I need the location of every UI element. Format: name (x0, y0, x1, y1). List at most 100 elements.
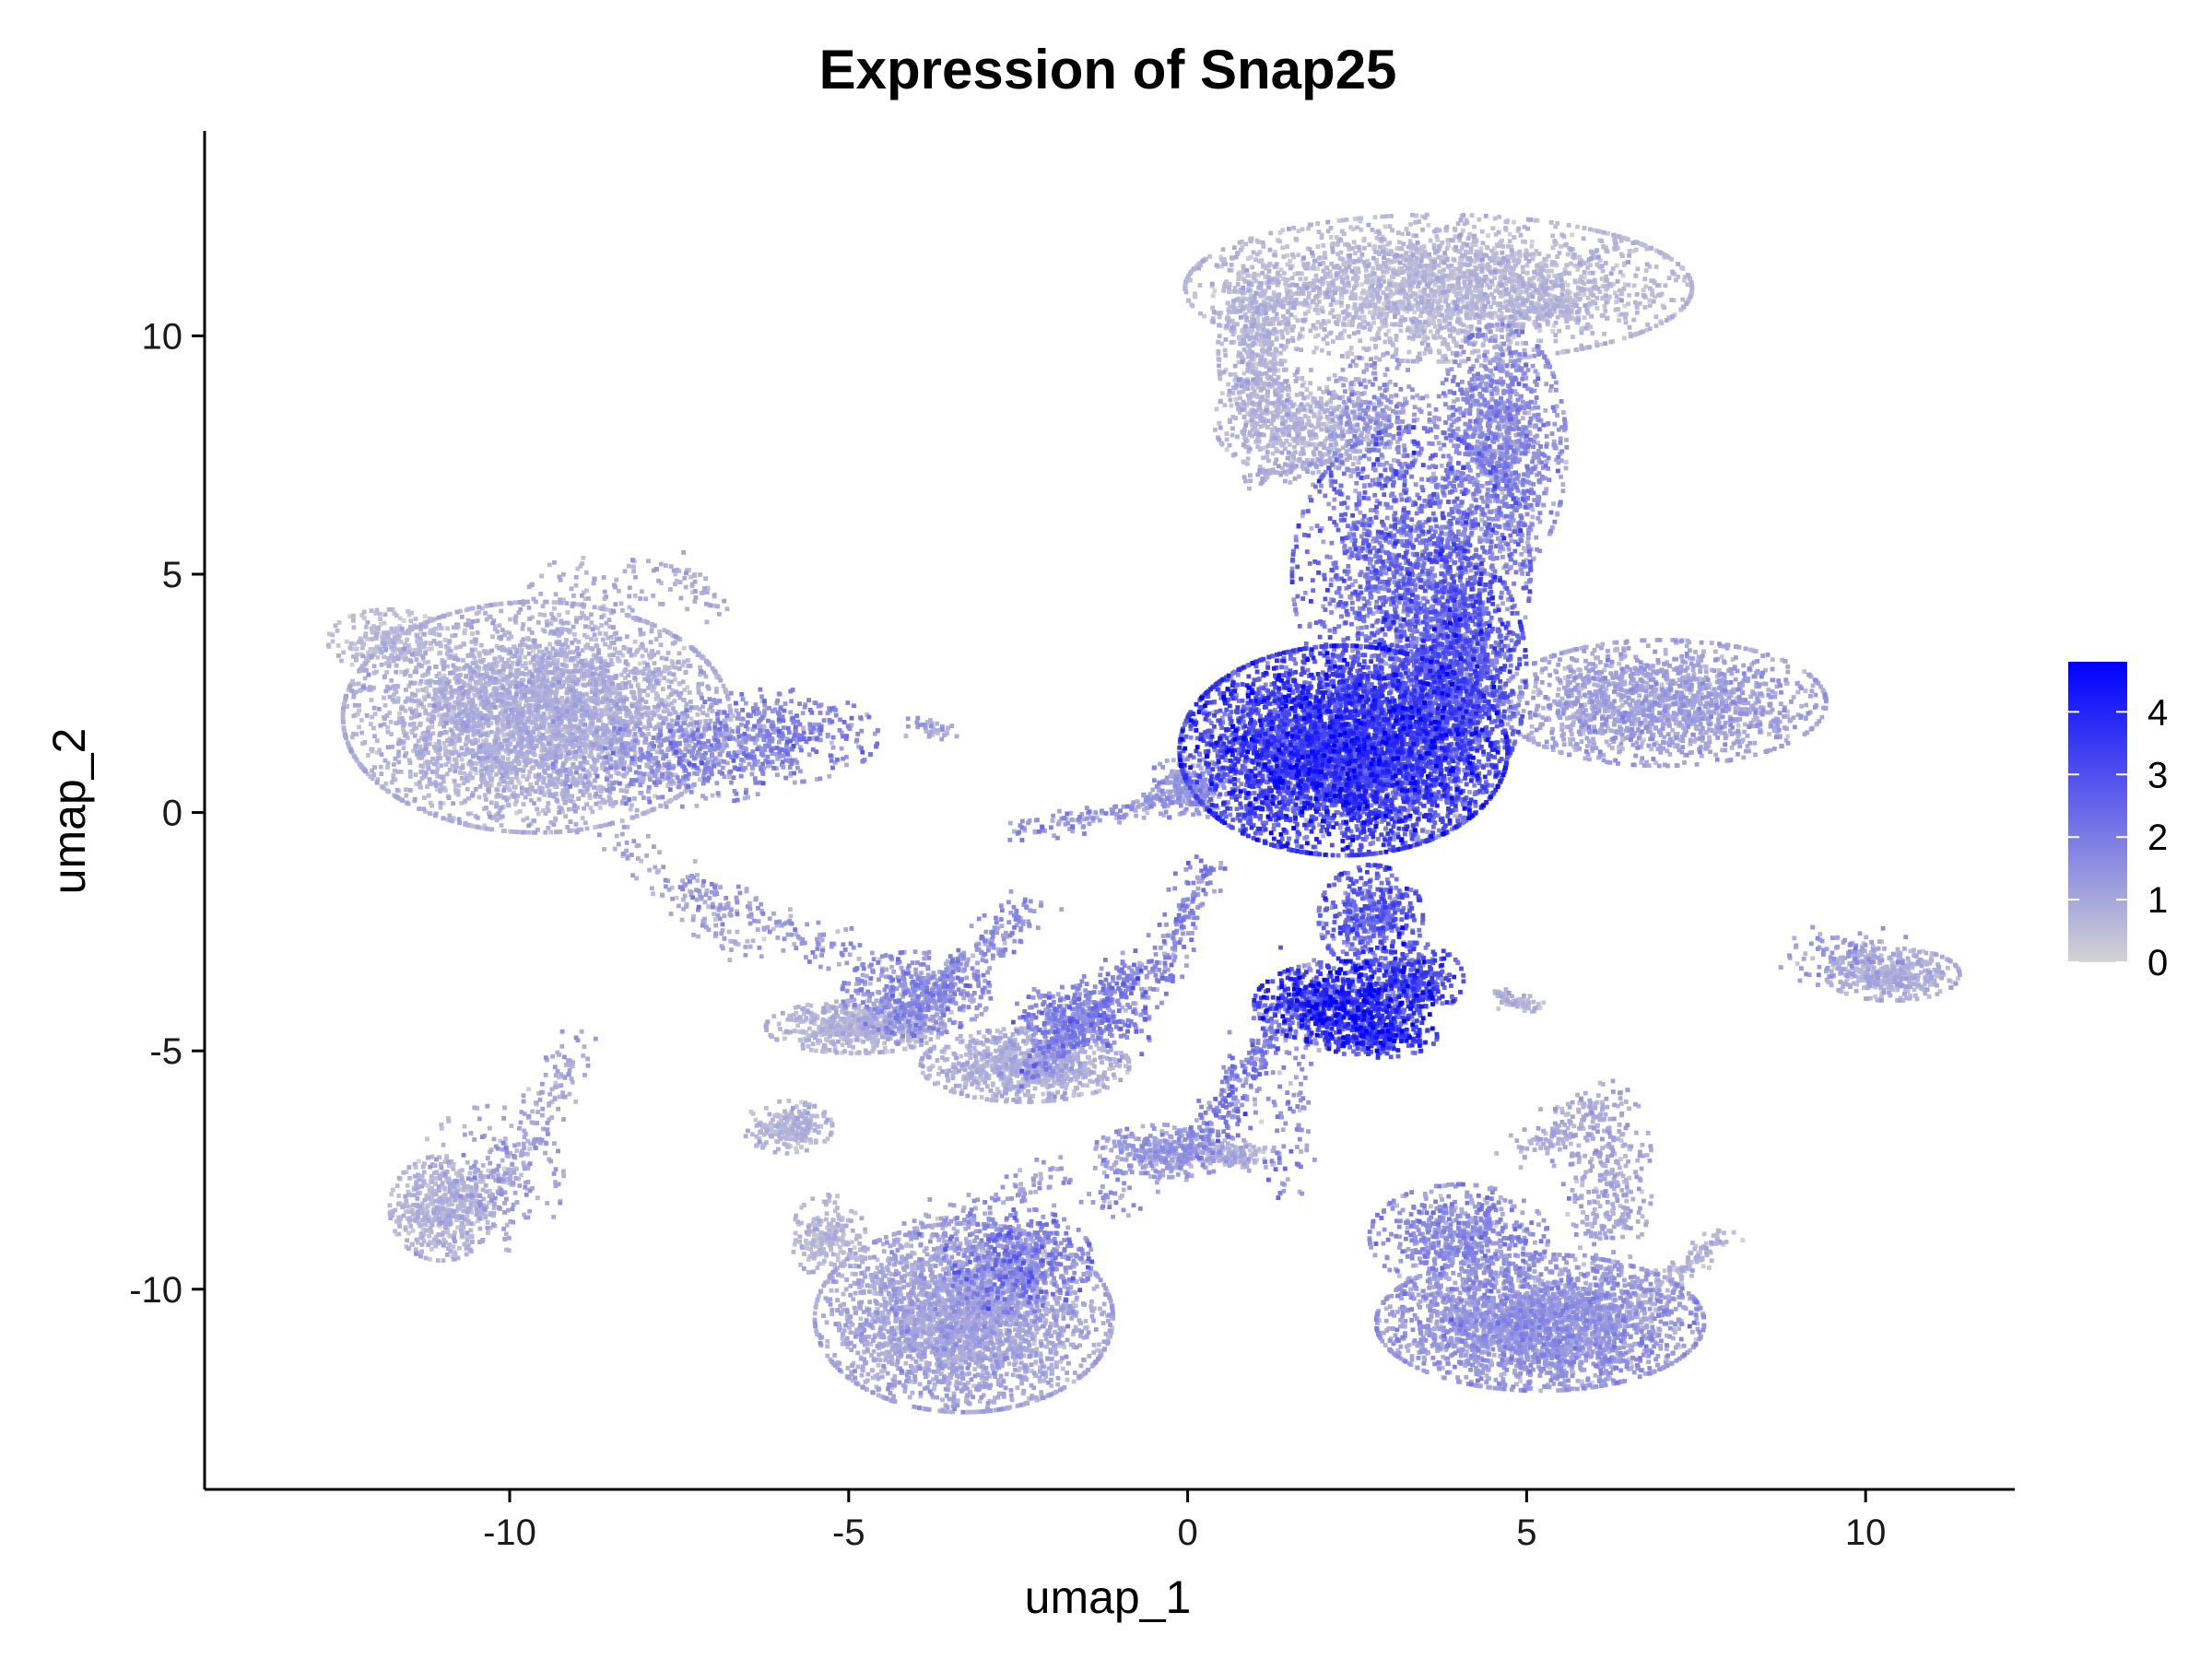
cell-point (975, 1077, 981, 1081)
cell-point (1703, 1241, 1709, 1246)
cell-point (429, 1217, 434, 1222)
cell-point (804, 1030, 808, 1035)
cell-point (1320, 305, 1324, 311)
cell-point (674, 895, 679, 900)
cell-point (595, 626, 601, 630)
cell-point (416, 703, 420, 708)
cell-point (645, 692, 651, 698)
cell-point (521, 718, 526, 724)
cell-point (1569, 300, 1574, 305)
cell-point (1515, 352, 1520, 358)
cell-point (567, 778, 572, 782)
cell-point (1606, 294, 1612, 300)
cell-point (607, 645, 612, 650)
cell-point (1323, 321, 1328, 326)
cell-point (444, 1153, 449, 1159)
cell-point (1470, 350, 1475, 355)
cell-point (1324, 385, 1329, 390)
cell-point (453, 653, 458, 658)
cell-point (799, 1145, 804, 1149)
cell-point (1541, 1000, 1547, 1006)
cell-point (1270, 410, 1275, 416)
cell-point (1291, 254, 1297, 260)
cell-point (850, 1255, 855, 1261)
cell-point (354, 646, 359, 652)
cell-point (456, 782, 462, 788)
cell-point (673, 571, 678, 577)
cell-point (1571, 335, 1575, 339)
cell-point (1423, 324, 1428, 330)
cell-point (1369, 289, 1374, 294)
cell-point (1409, 326, 1415, 332)
cell-point (852, 1010, 857, 1016)
cell-point (805, 1241, 809, 1247)
cell-point (398, 640, 404, 644)
cell-point (335, 643, 341, 648)
cell-point (1509, 254, 1514, 260)
cell-point (1398, 291, 1403, 296)
cell-point (404, 1170, 409, 1174)
cell-point (1270, 451, 1276, 456)
cell-point (382, 654, 386, 660)
cell-point (465, 1221, 470, 1226)
cell-point (1564, 294, 1570, 299)
cell-point (793, 1230, 798, 1236)
cell-point (1552, 273, 1557, 278)
cell-point (1414, 277, 1419, 283)
cell-point (941, 1250, 946, 1255)
cell-point (327, 631, 332, 637)
cell-point (1037, 1396, 1041, 1402)
cell-point (498, 1138, 503, 1144)
cell-point (1340, 394, 1346, 400)
cell-point (428, 1192, 433, 1196)
cell-point (1224, 447, 1230, 453)
cell-point (858, 1316, 864, 1322)
cell-point (1236, 276, 1241, 282)
cell-point (1508, 339, 1513, 344)
cell-point (1296, 229, 1301, 234)
cell-point (1429, 1204, 1433, 1209)
cell-point (388, 719, 394, 724)
cell-point (507, 787, 512, 793)
cell-point (517, 808, 523, 814)
cell-point (1894, 962, 1899, 968)
cell-point (1469, 213, 1475, 218)
cell-point (597, 806, 603, 810)
cell-point (1571, 744, 1577, 749)
cell-point (514, 1148, 520, 1153)
cell-point (1207, 253, 1212, 259)
cell-point (1873, 984, 1878, 990)
cell-point (1532, 322, 1537, 327)
cell-point (1618, 1138, 1624, 1143)
cell-point (1253, 366, 1259, 371)
cell-point (1512, 276, 1517, 281)
cell-point (406, 1230, 411, 1236)
cell-point (1435, 237, 1441, 242)
cell-point (1394, 258, 1400, 264)
cell-point (389, 1192, 394, 1197)
cell-point (1329, 413, 1335, 418)
cell-point (1219, 391, 1225, 396)
cell-point (440, 1126, 444, 1131)
cell-point (1347, 319, 1352, 324)
cell-point (365, 771, 371, 777)
cell-point (1263, 275, 1268, 279)
cell-point (1401, 300, 1406, 305)
cell-point (1342, 315, 1347, 321)
cell-point (1499, 311, 1504, 316)
cell-point (1370, 336, 1374, 342)
cell-point (982, 1034, 987, 1040)
cell-point (1359, 282, 1364, 287)
cell-point (1530, 252, 1535, 257)
cell-point (422, 1182, 428, 1187)
cell-point (480, 1179, 486, 1183)
cell-point (446, 690, 451, 695)
cell-point (1844, 991, 1849, 996)
cell-point (1520, 340, 1525, 346)
cell-point (1550, 245, 1556, 251)
cell-point (753, 1117, 759, 1123)
cell-point (471, 1221, 477, 1227)
cell-point (581, 555, 586, 560)
cell-point (1383, 300, 1389, 306)
cell-point (463, 628, 467, 633)
